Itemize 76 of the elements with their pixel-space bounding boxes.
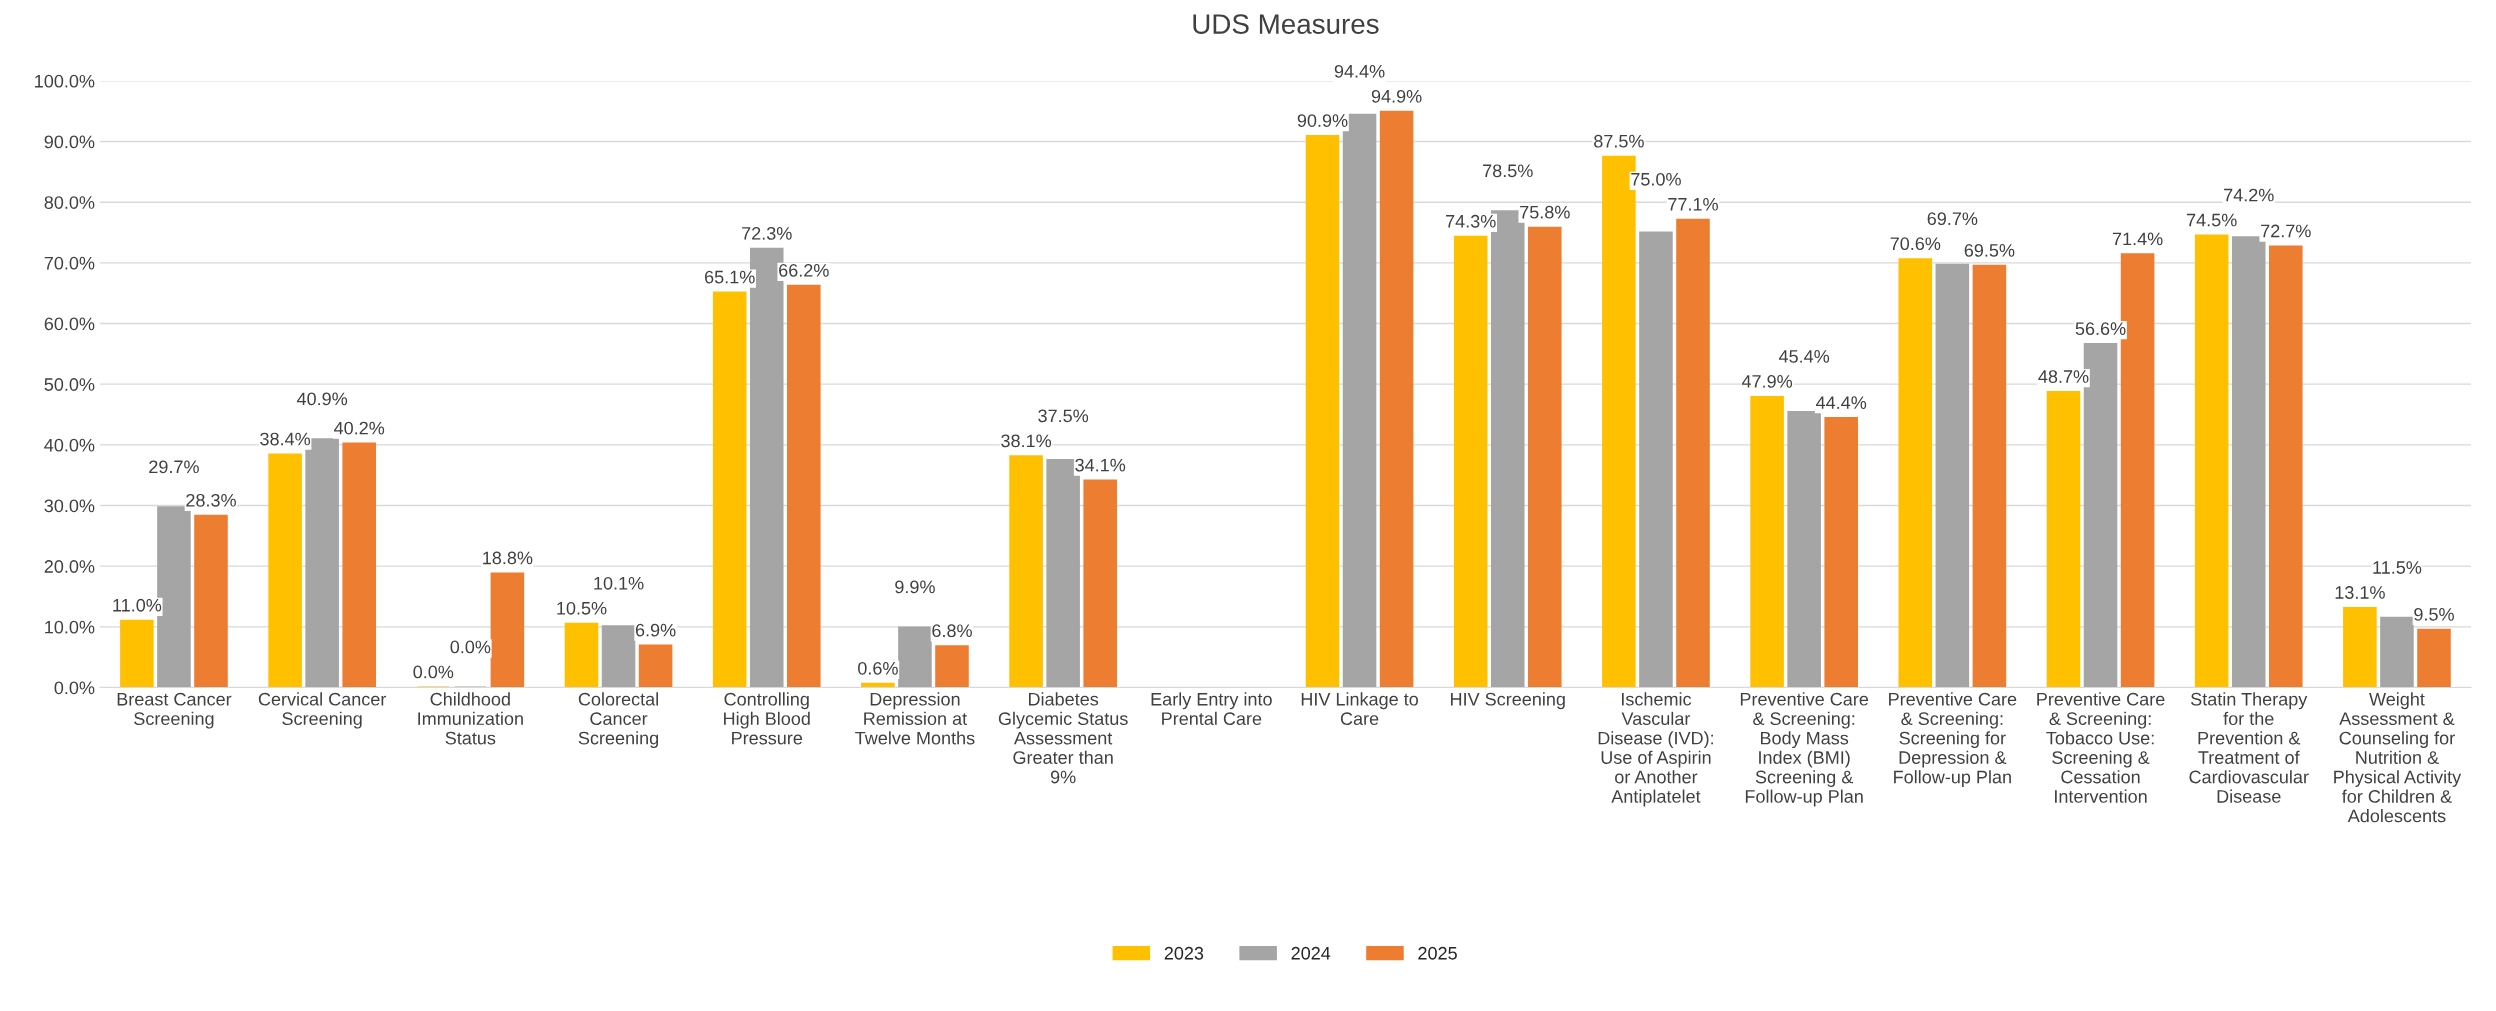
y-tick-label: 70.0% <box>44 256 95 270</box>
data-label: 11.5% <box>2373 561 2422 574</box>
x-tick-label: Cervical Cancer Screening <box>258 692 387 729</box>
data-label: 94.9% <box>1371 89 1422 103</box>
data-label: 87.5% <box>1594 134 1644 148</box>
x-tick-label: Breast Cancer Screening <box>117 692 232 729</box>
data-label: 65.1% <box>705 270 755 284</box>
x-tick-label: Ischemic Vascular Disease (IVD): Use of Aspirin or Another Antiplatelet <box>1598 692 1713 807</box>
data-label: 10.5% <box>557 601 607 615</box>
data-label: 77.1% <box>1668 197 1718 211</box>
y-tick-label: 50.0% <box>44 378 95 391</box>
data-label: 11.0% <box>113 598 162 612</box>
data-label: 6.9% <box>635 623 676 637</box>
data-label: 45.4% <box>1778 350 1830 363</box>
legend-label: 2025 <box>1418 946 1457 960</box>
x-tick-label: Depression Remission at Twelve Months <box>855 692 975 745</box>
y-tick-label: 30.0% <box>44 499 95 513</box>
data-label: 38.4% <box>260 432 311 446</box>
data-label: 75.0% <box>1631 172 1681 186</box>
data-label: 74.3% <box>1446 214 1496 228</box>
data-label: 0.0% <box>413 665 454 679</box>
data-label: 74.2% <box>2224 188 2274 202</box>
data-label: 6.8% <box>932 624 972 638</box>
data-label: 9.5% <box>2414 607 2454 621</box>
x-tick-label: Preventive Care & Screening: Body Mass Index (BMI) Screening & Follow-up Plan <box>1740 692 1869 807</box>
data-label: 10.1% <box>594 576 644 590</box>
y-tick-label: 60.0% <box>44 317 95 331</box>
data-label: 69.5% <box>1964 243 2015 257</box>
data-label: 94.4% <box>1334 64 1385 78</box>
data-label: 44.4% <box>1816 396 1867 409</box>
y-tick-label: 100.0% <box>35 74 95 88</box>
legend-label: 2023 <box>1164 946 1204 960</box>
x-tick-label: Preventive Care & Screening: Tobacco Use: Screening & Cessation Intervention <box>2037 692 2165 803</box>
data-label: 38.1% <box>1001 434 1052 448</box>
data-label: 40.9% <box>296 392 348 406</box>
data-label: 70.6% <box>1890 237 1941 251</box>
y-tick-label: 40.0% <box>44 438 95 452</box>
x-tick-label: Early Entry into Prental Care <box>1151 692 1272 726</box>
data-label: 78.5% <box>1483 164 1533 178</box>
data-label: 18.8% <box>483 551 533 565</box>
data-label: 28.3% <box>186 493 236 507</box>
data-label: 75.8% <box>1520 205 1570 219</box>
data-label: 13.1% <box>2335 586 2385 599</box>
x-tick-label: Controlling High Blood Pressure <box>724 692 810 745</box>
y-tick-label: 90.0% <box>44 135 95 149</box>
y-tick-label: 20.0% <box>44 560 95 573</box>
data-label: 72.3% <box>742 227 792 240</box>
data-label: 47.9% <box>1741 375 1793 388</box>
data-label: 0.6% <box>858 661 898 675</box>
chart-title: UDS Measures <box>1193 14 1379 34</box>
data-label: 40.2% <box>334 421 385 435</box>
data-label: 72.7% <box>2261 224 2311 238</box>
x-tick-label: Preventive Care & Screening: Screening for Depression & Follow-up Plan <box>1889 692 2017 787</box>
data-label: 29.7% <box>149 460 199 474</box>
y-tick-label: 80.0% <box>44 196 95 209</box>
x-tick-label: Diabetes Glycemic Status Assessment Greater than 9% <box>998 692 1128 784</box>
legend-label: 2024 <box>1291 946 1331 960</box>
x-tick-label: Weight Assessment & Counseling for Nutrition & Physical Activity for Children & Adolescents <box>2334 692 2462 823</box>
data-label: 90.9% <box>1297 114 1348 127</box>
y-tick-label: 10.0% <box>45 620 95 634</box>
data-label: 0.0% <box>450 640 491 654</box>
data-label: 74.5% <box>2187 213 2237 227</box>
x-tick-label: Statin Therapy for the Prevention & Treatment of Cardiovascular Disease <box>2189 692 2309 803</box>
data-label: 69.7% <box>1927 212 1978 226</box>
x-tick-label: HIV Linkage to Care <box>1301 692 1418 726</box>
data-label: 56.6% <box>2075 322 2126 336</box>
data-label: 37.5% <box>1038 409 1089 423</box>
y-tick-label: 0.0% <box>54 681 95 695</box>
x-tick-label: HIV Screening <box>1451 692 1565 710</box>
data-label: 34.1% <box>1075 458 1126 472</box>
data-label: 48.7% <box>2038 370 2089 383</box>
x-tick-label: Colorectal Cancer Screening <box>578 692 659 749</box>
data-label: 71.4% <box>2112 232 2163 246</box>
data-label: 9.9% <box>895 580 935 594</box>
x-tick-label: Childhood Immunization Status <box>418 692 523 745</box>
data-label: 66.2% <box>779 264 829 277</box>
